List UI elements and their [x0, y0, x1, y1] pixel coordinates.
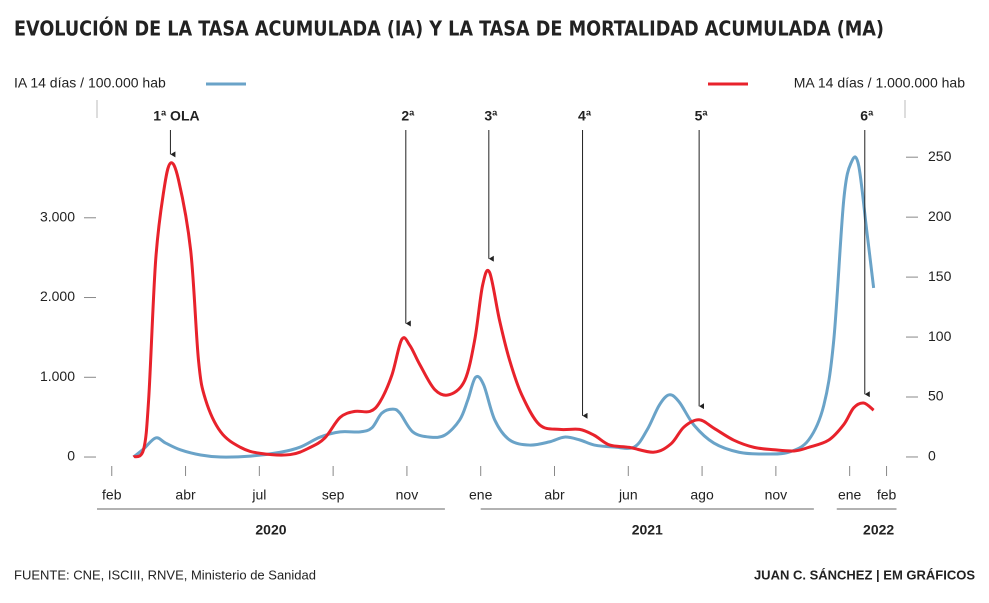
- series-line: [132, 161, 875, 459]
- source: FUENTE: CNE, ISCIII, RNVE, Ministerio de…: [14, 567, 316, 582]
- x-tick-label: ago: [690, 487, 714, 503]
- annotation: 3ª: [484, 108, 498, 124]
- x-tick-label: ene: [838, 487, 862, 503]
- y-tick-label: 2.000: [40, 288, 75, 304]
- legend-label: MA 14 días / 1.000.000 hab: [794, 75, 965, 91]
- x-tick-label: abr: [175, 487, 196, 503]
- x-tick-label: ene: [469, 487, 493, 503]
- y2-tick-label: 50: [928, 388, 944, 404]
- x-tick-label: abr: [544, 487, 565, 503]
- chart-title: EVOLUCIÓN DE LA TASA ACUMULADA (IA) Y LA…: [14, 17, 884, 41]
- year-label: 2021: [632, 522, 663, 538]
- x-tick-label: sep: [322, 487, 345, 503]
- y2-tick-label: 200: [928, 208, 952, 224]
- x-tick-label: nov: [765, 487, 788, 503]
- credit: JUAN C. SÁNCHEZ | EM GRÁFICOS: [754, 567, 975, 582]
- y-tick-label: 3.000: [40, 208, 75, 224]
- annotation: 4ª: [578, 108, 592, 124]
- y2-tick-label: 250: [928, 148, 952, 164]
- series-line: [132, 155, 876, 459]
- y2-tick-label: 150: [928, 268, 952, 284]
- x-tick-label: jul: [251, 487, 266, 503]
- y-tick-label: 0: [67, 448, 75, 464]
- y-tick-label: 1.000: [40, 368, 75, 384]
- x-tick-label: feb: [877, 487, 897, 503]
- annotation: 5ª: [695, 108, 709, 124]
- y2-tick-label: 0: [928, 448, 936, 464]
- annotation: 2ª: [401, 108, 415, 124]
- x-tick-label: nov: [396, 487, 419, 503]
- x-tick-label: feb: [102, 487, 122, 503]
- annotation: 1ª OLA: [153, 108, 199, 124]
- year-label: 2020: [255, 522, 286, 538]
- x-tick-label: jun: [618, 487, 638, 503]
- annotation: 6ª: [860, 108, 874, 124]
- year-label: 2022: [863, 522, 894, 538]
- y2-tick-label: 100: [928, 328, 952, 344]
- legend-label: IA 14 días / 100.000 hab: [14, 75, 166, 91]
